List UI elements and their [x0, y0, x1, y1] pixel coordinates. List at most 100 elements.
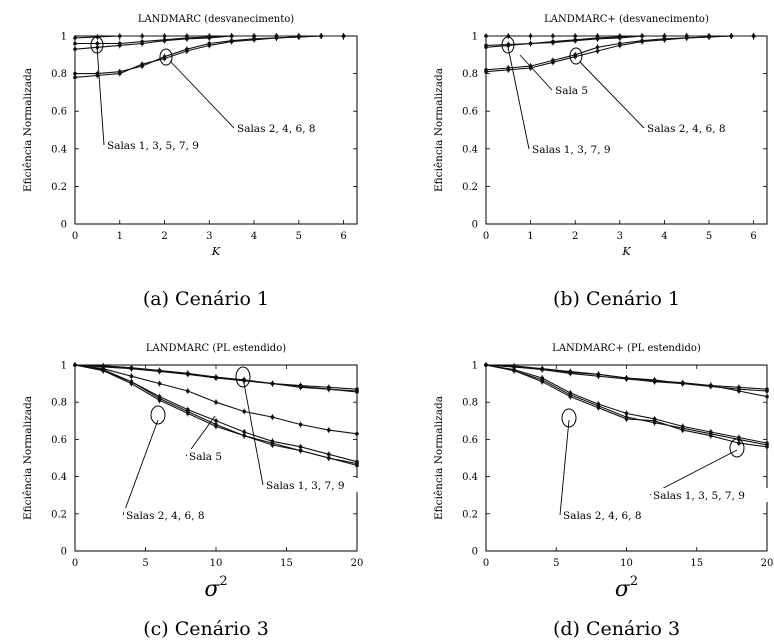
annotation-arrow — [169, 60, 235, 129]
data-point — [327, 456, 331, 460]
data-point — [551, 34, 555, 38]
data-point — [207, 34, 212, 38]
x-tick-label: 0 — [483, 558, 489, 569]
data-point — [640, 39, 644, 44]
y-tick-label: 0 — [472, 220, 478, 231]
data-point — [765, 394, 769, 399]
data-point — [73, 71, 77, 76]
data-point — [242, 430, 246, 434]
y-tick-label: 0.2 — [462, 182, 478, 193]
data-point — [662, 37, 667, 42]
data-point — [73, 41, 77, 46]
y-tick-label: 0.8 — [462, 69, 478, 80]
data-point — [551, 60, 555, 65]
data-point — [319, 34, 323, 38]
x-tick-label: 6 — [750, 231, 756, 242]
data-point — [214, 375, 218, 379]
annotation-label: Salas 1, 3, 5, 7, 9 — [653, 490, 745, 502]
data-point — [207, 43, 212, 48]
data-point — [624, 411, 629, 416]
data-point — [737, 389, 741, 393]
data-point — [157, 381, 162, 386]
x-tick-label: 0 — [72, 558, 78, 569]
series-3 — [484, 33, 756, 39]
data-point — [140, 41, 144, 46]
annotation-background — [645, 121, 755, 135]
annotation-label: Salas 1, 3, 7, 9 — [266, 480, 345, 492]
chart-panel-4: LANDMARC+ (PL estendido)00.20.40.60.810 5… — [433, 343, 774, 640]
data-point — [624, 417, 629, 421]
x-tick-label: 10 — [620, 558, 633, 569]
data-point — [341, 34, 346, 38]
x-tick-label: 6 — [340, 231, 346, 242]
y-tick-label: 1 — [61, 32, 67, 43]
data-point — [540, 379, 544, 384]
x-tick-label: 3 — [206, 231, 212, 242]
data-point — [117, 71, 122, 76]
data-point — [596, 402, 601, 406]
y-tick-label: 0.4 — [51, 144, 67, 155]
data-point — [680, 424, 685, 429]
panel-caption: (d) Cenário 3 — [553, 618, 680, 640]
data-point — [765, 445, 769, 449]
x-tick-label: 1 — [527, 231, 533, 242]
annotation-circle — [501, 36, 515, 54]
data-point — [737, 441, 741, 445]
annotation-label: Salas 1, 3, 7, 9 — [532, 144, 611, 156]
data-point — [528, 41, 533, 46]
annotation-background — [651, 488, 774, 502]
data-point — [484, 45, 488, 50]
chart-title: LANDMARC+ (PL estendido) — [552, 343, 701, 354]
data-point — [95, 41, 100, 46]
plot-frame — [485, 364, 768, 552]
y-tick-label: 0.6 — [462, 107, 478, 118]
annotation-label: Salas 2, 4, 6, 8 — [126, 510, 205, 522]
data-point — [242, 433, 246, 438]
x-axis-label: σ2 — [615, 574, 638, 602]
data-point — [297, 35, 301, 39]
x-axis-label-symbol: σ — [204, 577, 220, 602]
series-6 — [484, 362, 769, 447]
data-point — [157, 394, 162, 399]
data-point — [140, 62, 144, 66]
y-tick-label: 0.8 — [51, 69, 67, 80]
data-point — [185, 49, 189, 53]
data-point — [355, 432, 359, 436]
x-axis-label-exponent: 2 — [630, 574, 638, 589]
annotation-arrow — [519, 54, 553, 91]
data-point — [765, 441, 769, 445]
data-point — [596, 405, 601, 410]
series-7 — [73, 362, 359, 465]
y-tick-label: 0.2 — [51, 182, 67, 193]
y-axis-label: Eficiência Normalizada — [433, 68, 445, 192]
data-point — [680, 381, 685, 386]
y-tick-label: 0.8 — [462, 398, 478, 409]
x-tick-label: 10 — [210, 558, 223, 569]
data-point — [73, 75, 77, 80]
data-point — [214, 400, 218, 405]
data-point — [327, 428, 331, 432]
x-axis-label: K — [621, 245, 631, 258]
chart-panel-1: LANDMARC (desvanecimento) 0 0.2 0.4 0.6 0.8 1 0… — [22, 14, 358, 310]
annotation-background — [264, 478, 374, 492]
data-point — [568, 391, 573, 395]
y-tick-label: 0.6 — [462, 435, 478, 446]
data-point — [652, 378, 657, 382]
data-point — [327, 452, 331, 457]
series-3 — [484, 362, 769, 400]
panel-caption: (c) Cenário 3 — [143, 618, 269, 640]
data-point — [573, 34, 578, 38]
x-axis-label-exponent: 2 — [219, 574, 227, 589]
panel-caption: (b) Cenário 1 — [553, 288, 680, 310]
y-tick-label: 0.2 — [462, 509, 478, 520]
annotation-background — [530, 142, 640, 156]
data-point — [186, 407, 190, 412]
data-point — [101, 367, 105, 372]
data-point — [327, 387, 331, 391]
annotation-circle — [729, 438, 745, 458]
data-point — [140, 34, 144, 38]
y-tick-label: 1 — [472, 361, 478, 372]
data-point — [157, 368, 162, 373]
data-point — [186, 411, 190, 416]
series-6 — [73, 362, 359, 467]
